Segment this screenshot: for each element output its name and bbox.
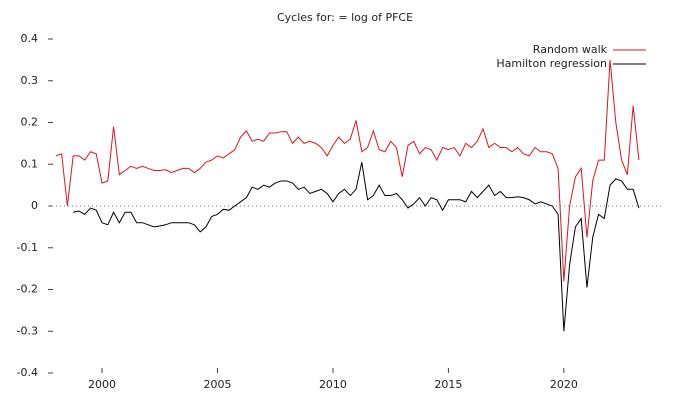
x-tick-label: 2020 [550, 378, 578, 391]
y-tick-label: -0.4 [17, 366, 38, 379]
y-tick-label: 0.2 [21, 116, 39, 129]
y-tick-label: 0.3 [21, 74, 39, 87]
series-line [55, 59, 640, 282]
y-tick-label: -0.1 [17, 241, 38, 254]
x-tick-label: 2010 [319, 378, 347, 391]
y-tick-label: -0.2 [17, 283, 38, 296]
x-tick-label: 2005 [203, 378, 231, 391]
x-tick-label: 2000 [88, 378, 116, 391]
y-tick-label: 0.4 [21, 32, 39, 45]
y-tick-label: 0.1 [21, 157, 39, 170]
series-line [73, 162, 640, 332]
legend-label: Random walk [533, 43, 608, 56]
y-tick-label: 0 [31, 199, 38, 212]
x-tick-label: 2015 [434, 378, 462, 391]
chart-title: Cycles for: = log of PFCE [277, 11, 413, 24]
legend-label: Hamilton regression [496, 57, 607, 70]
y-tick-label: -0.3 [17, 324, 38, 337]
